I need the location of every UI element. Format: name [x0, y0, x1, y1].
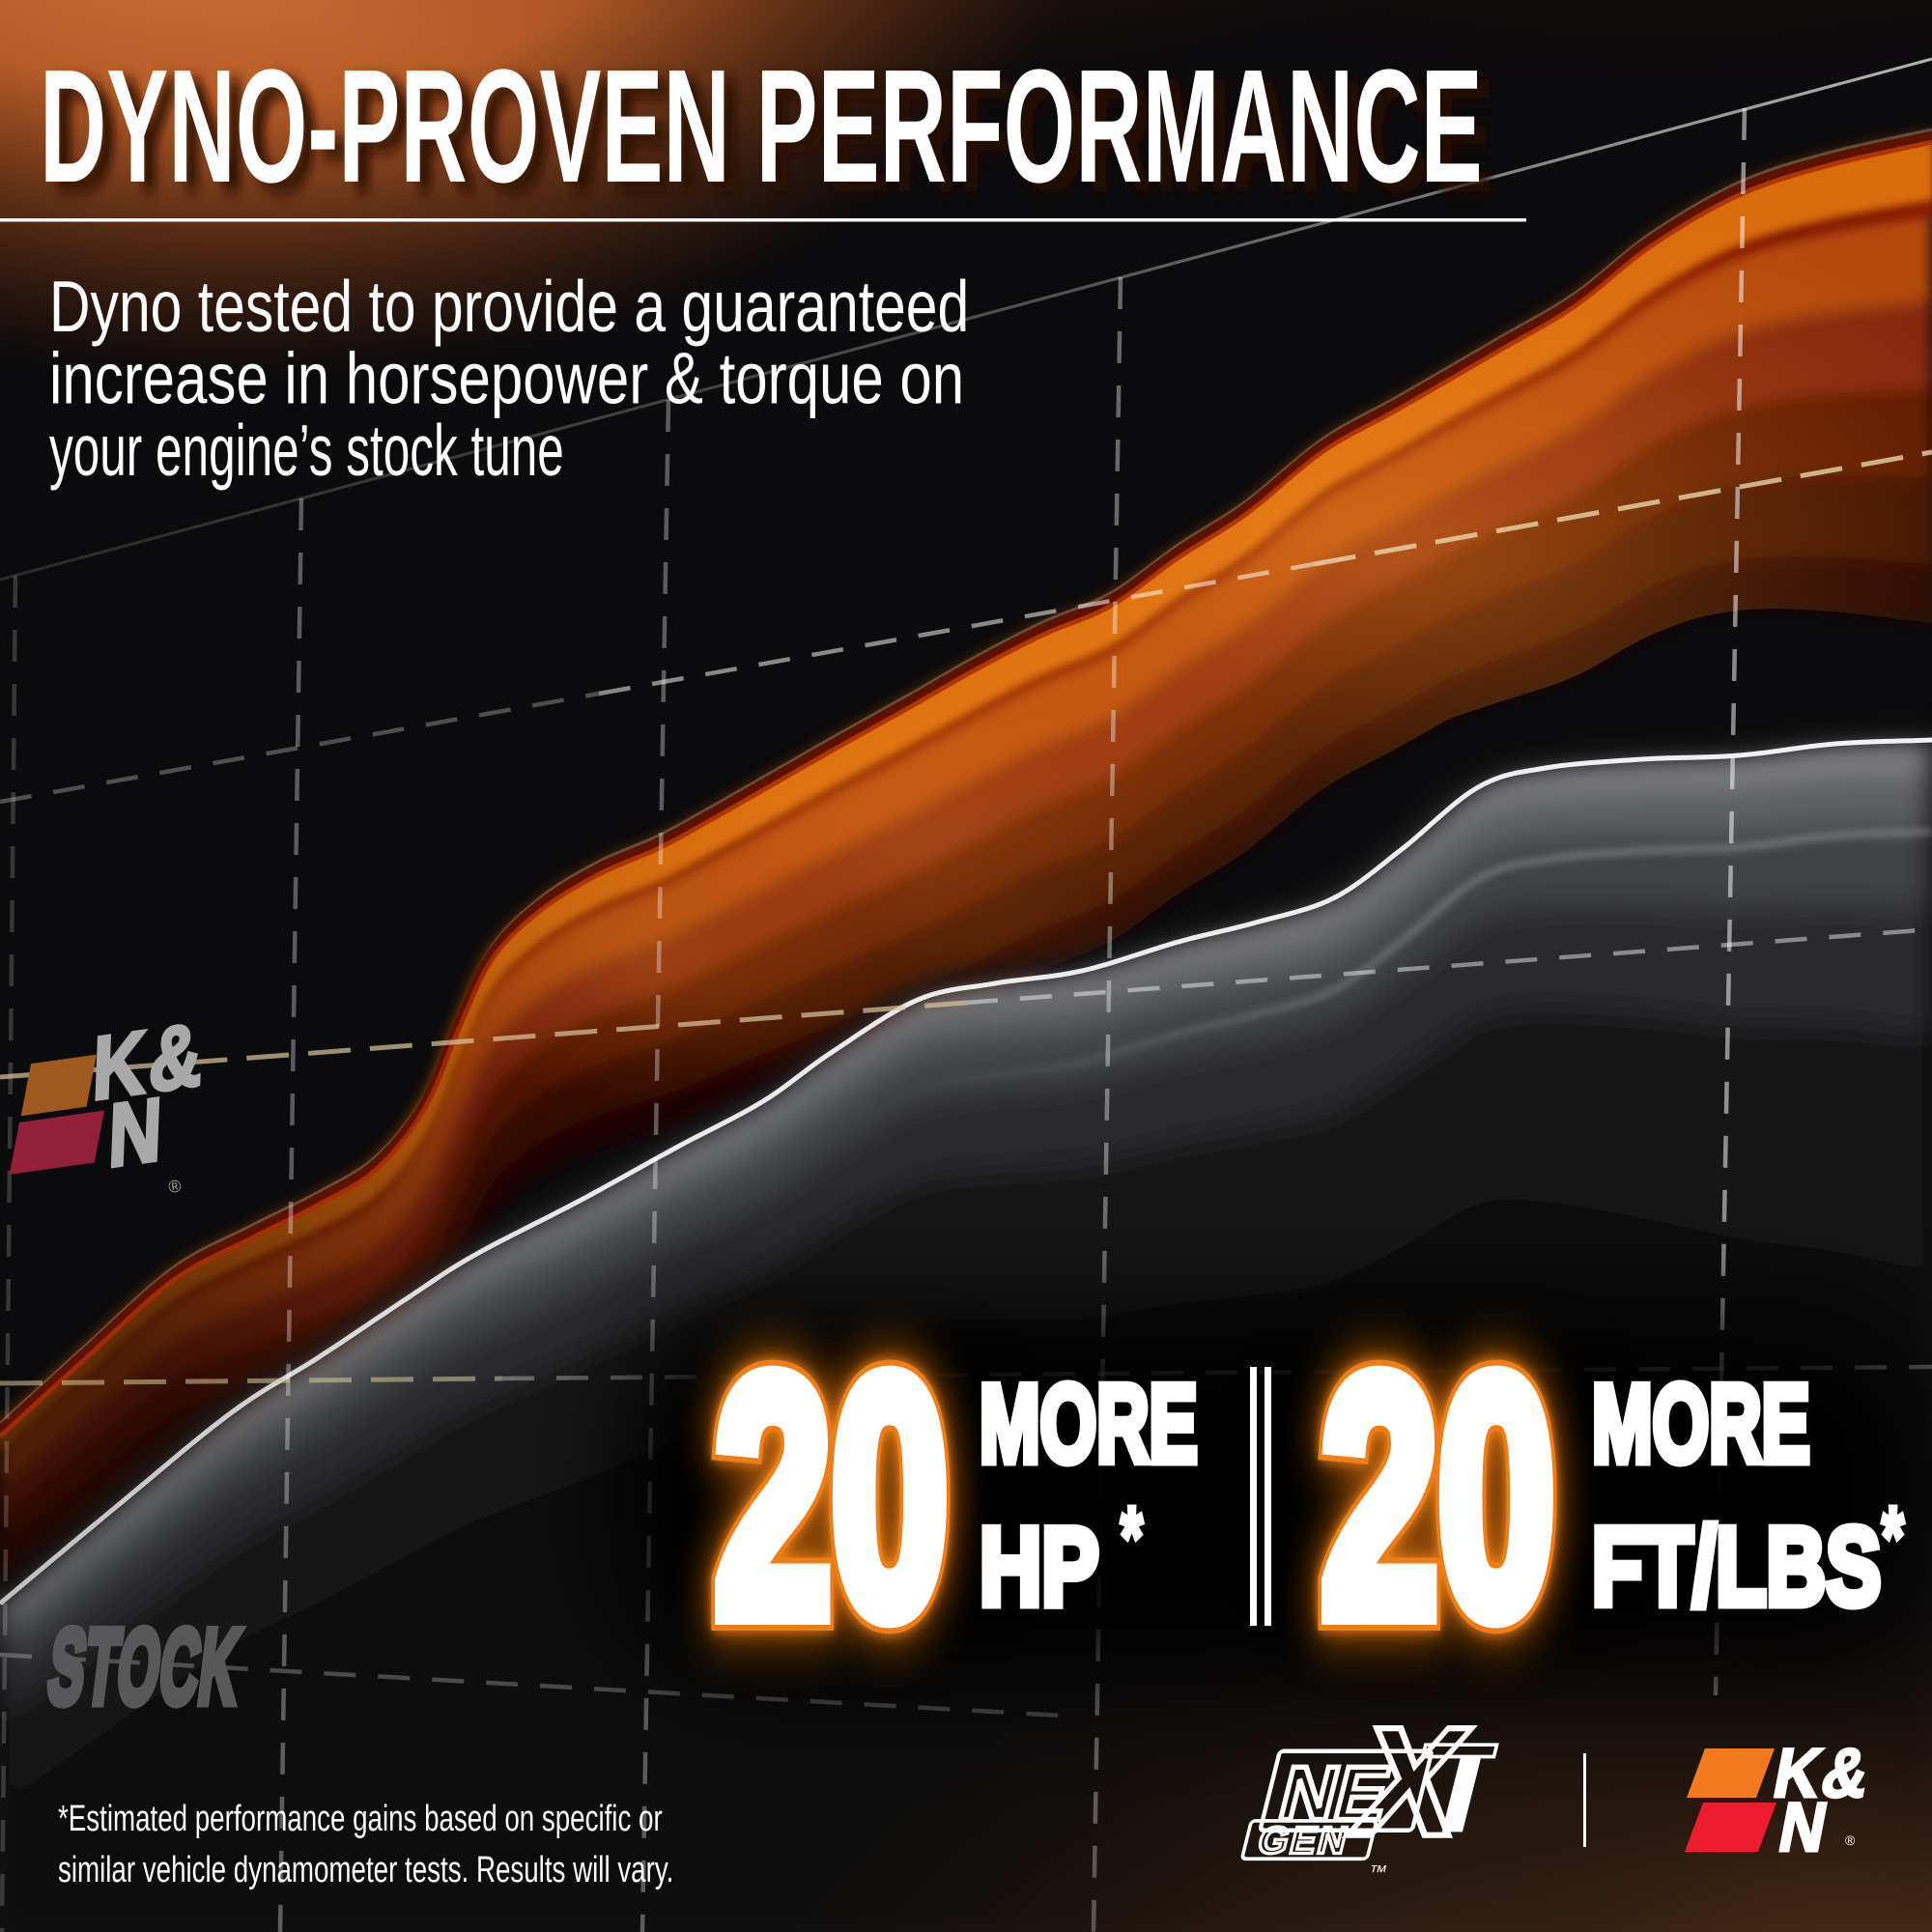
svg-text:*: * — [1882, 1490, 1904, 1586]
svg-text:increase in horsepower & torqu: increase in horsepower & torque on — [49, 339, 964, 419]
svg-text:similar vehicle dynamometer te: similar vehicle dynamometer tests. Resul… — [58, 1850, 673, 1890]
svg-text:K&: K& — [1768, 1733, 1879, 1811]
svg-text:™: ™ — [1366, 1862, 1389, 1883]
svg-text:K&: K& — [91, 1004, 207, 1120]
svg-text:20: 20 — [1321, 1307, 1554, 1686]
svg-text:20: 20 — [715, 1307, 948, 1686]
svg-text:DYNO-PROVEN PERFORMANCE: DYNO-PROVEN PERFORMANCE — [40, 36, 1483, 215]
svg-text:*Estimated performance gains b: *Estimated performance gains based on sp… — [58, 1799, 663, 1839]
svg-text:FT/LBS: FT/LBS — [1592, 1506, 1881, 1629]
svg-text:20: 20 — [1321, 1307, 1554, 1686]
svg-text:HP: HP — [980, 1504, 1099, 1628]
svg-text:20: 20 — [715, 1307, 948, 1686]
svg-text:MORE: MORE — [980, 1363, 1198, 1485]
svg-text:20: 20 — [715, 1307, 948, 1686]
svg-text:®: ® — [1845, 1833, 1856, 1848]
svg-text:20: 20 — [1321, 1307, 1554, 1686]
svg-text:DYNO-PROVEN PERFORMANCE: DYNO-PROVEN PERFORMANCE — [51, 45, 1494, 225]
svg-text:20: 20 — [715, 1307, 948, 1686]
svg-text:*: * — [1121, 1490, 1143, 1586]
svg-text:MORE: MORE — [1592, 1363, 1810, 1485]
svg-text:Dyno tested to provide a guara: Dyno tested to provide a guaranteed — [49, 267, 969, 347]
svg-text:®: ® — [167, 1176, 183, 1197]
svg-text:20: 20 — [1321, 1307, 1554, 1686]
svg-text:STOCK: STOCK — [43, 1607, 247, 1726]
svg-text:N: N — [107, 1080, 164, 1187]
svg-text:GEN: GEN — [1254, 1820, 1353, 1861]
svg-text:your engine’s stock tune: your engine’s stock tune — [49, 411, 564, 492]
svg-text:NE: NE — [1271, 1750, 1398, 1835]
